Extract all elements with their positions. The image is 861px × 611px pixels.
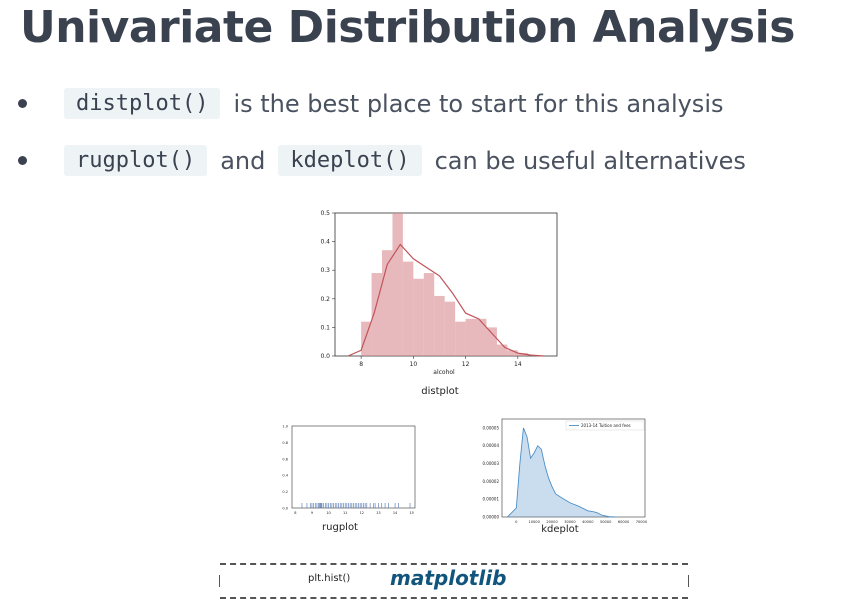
x-tick-label: 12 xyxy=(462,361,470,368)
bullet-text: is the best place to start for this anal… xyxy=(233,89,724,118)
legend-label: 2013-14 Tuition and fees xyxy=(581,423,631,428)
x-tick-label: 11 xyxy=(343,511,347,515)
bullet-text: can be useful alternatives xyxy=(434,146,746,175)
code-distplot: distplot() xyxy=(64,88,221,119)
x-tick-label: 12 xyxy=(360,511,364,515)
plot-frame xyxy=(501,418,646,518)
y-tick-label: 1.0 xyxy=(282,425,288,429)
y-tick-label: 0.00002 xyxy=(482,479,499,484)
x-tick-label: 14 xyxy=(514,361,522,368)
y-tick-label: 0.00001 xyxy=(482,497,499,502)
y-tick-label: 0.00004 xyxy=(482,443,499,448)
bullet-dot xyxy=(18,99,27,108)
y-tick-label: 0.00005 xyxy=(482,425,499,430)
hist-bar xyxy=(361,321,372,356)
hist-bar xyxy=(444,301,456,356)
bullet-dot xyxy=(18,156,27,165)
kde-line xyxy=(347,243,544,357)
hist-bar xyxy=(402,261,414,356)
y-tick-label: 0.8 xyxy=(282,441,288,445)
x-tick-label: 13 xyxy=(376,511,380,515)
x-tick-label: 14 xyxy=(393,511,398,515)
hist-bar xyxy=(392,213,403,356)
kde-area xyxy=(507,427,617,517)
kdeplot-chart: 0.00000 0.00001 0.00002 0.00003 0.00004 0.000… xyxy=(482,418,648,524)
kdeplot-caption: kdeplot xyxy=(541,524,579,535)
bullet-and: and xyxy=(220,146,266,175)
hist-bar xyxy=(507,350,518,356)
y-tick-label: 0.0 xyxy=(320,353,330,360)
distplot-chart: 0.0 0.1 0.2 0.3 0.4 0.5 8 10 12 14 alcohol xyxy=(320,210,558,376)
y-tick-label: 0.1 xyxy=(320,324,330,331)
x-tick-label: 10000 xyxy=(528,520,540,524)
y-tick-label: 0.6 xyxy=(282,457,288,461)
y-tick-label: 0.4 xyxy=(320,239,330,246)
x-axis-label: alcohol xyxy=(433,369,455,376)
y-tick-label: 0.4 xyxy=(282,474,288,478)
y-tick-label: 0.2 xyxy=(320,296,330,303)
x-tick-label: 15 xyxy=(409,511,413,515)
matplotlib-logo: matplotlib xyxy=(390,566,507,590)
y-tick-label: 0.0 xyxy=(282,507,288,511)
box-right-edge xyxy=(688,575,689,587)
x-tick-label: 60000 xyxy=(618,520,630,524)
x-tick-label: 10 xyxy=(326,511,330,515)
y-tick-label: 0.5 xyxy=(320,210,330,217)
x-tick-label: 8 xyxy=(359,361,363,368)
code-kdeplot: kdeplot() xyxy=(278,145,422,176)
x-tick-label: 8 xyxy=(294,511,296,515)
x-tick-label: 70000 xyxy=(636,520,648,524)
box-left-edge xyxy=(219,575,220,587)
y-tick-label: 0.00003 xyxy=(482,461,499,466)
hist-bar xyxy=(434,295,445,356)
x-tick-label: 0 xyxy=(515,520,518,524)
x-tick-label: 9 xyxy=(311,511,313,515)
legend-box xyxy=(565,420,645,431)
x-tick-label: 30000 xyxy=(564,520,576,524)
plt-hist-label: plt.hist() xyxy=(308,573,351,584)
code-rugplot: rugplot() xyxy=(64,145,208,176)
slide-title: Univariate Distribution Analysis xyxy=(20,2,795,53)
hist-bar xyxy=(465,318,477,356)
bullet-alternatives: rugplot() and kdeplot() can be useful al… xyxy=(18,145,759,176)
hist-bar xyxy=(496,344,508,356)
y-tick-label: 0.00000 xyxy=(482,515,499,520)
hist-bar xyxy=(371,273,383,356)
hist-bar xyxy=(413,278,424,356)
hist-bar xyxy=(423,273,435,356)
hist-bar xyxy=(517,353,529,356)
x-tick-label: 20000 xyxy=(546,520,558,524)
hist-bar xyxy=(486,327,497,356)
x-tick-label: 10 xyxy=(410,361,418,368)
kde-line xyxy=(507,427,617,518)
distplot-caption: distplot xyxy=(421,386,459,397)
x-tick-label: 40000 xyxy=(582,520,594,524)
bullet-distplot: distplot() is the best place to start fo… xyxy=(18,88,736,119)
y-tick-label: 0.3 xyxy=(320,267,330,274)
hist-bar xyxy=(455,321,466,356)
hist-bar xyxy=(382,250,393,356)
y-tick-label: 0.2 xyxy=(282,490,288,494)
rugplot-chart: 0.0 0.2 0.4 0.6 0.8 1.0 8 9 10 11 12 13 14 15 xyxy=(282,425,416,515)
rugplot-caption: rugplot xyxy=(322,522,358,533)
plot-frame xyxy=(291,425,416,509)
matplotlib-box: plt.hist() matplotlib xyxy=(219,563,689,599)
x-tick-label: 50000 xyxy=(600,520,612,524)
hist-bar xyxy=(476,318,487,356)
